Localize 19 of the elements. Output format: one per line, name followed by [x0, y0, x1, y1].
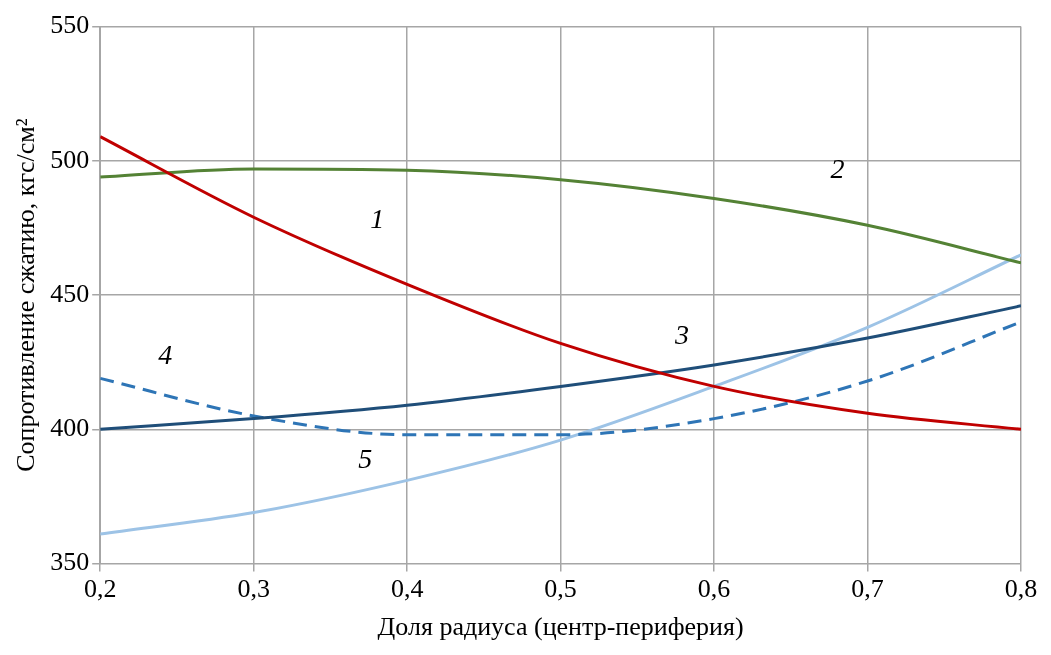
- x-tick-label: 0,5: [544, 574, 577, 604]
- x-axis-title: Доля радиуса (центр-периферия): [377, 612, 744, 642]
- series-label: 5: [358, 442, 373, 474]
- series-label: 4: [158, 338, 173, 370]
- y-tick-label: 400: [50, 413, 90, 443]
- series-label: 1: [370, 202, 385, 234]
- series-label: 2: [830, 152, 845, 184]
- series-label: 3: [674, 319, 690, 351]
- y-tick-label: 350: [50, 547, 90, 577]
- x-tick-label: 0,4: [390, 574, 424, 604]
- y-axis-title: Сопротивление сжатию, кгс/см²: [11, 118, 41, 472]
- y-tick-label: 550: [50, 10, 90, 40]
- y-tick-label: 500: [50, 144, 90, 174]
- x-tick-label: 0,3: [237, 574, 270, 604]
- x-tick-label: 0,2: [83, 574, 117, 604]
- x-tick-label: 0,6: [697, 574, 731, 604]
- y-tick-label: 450: [50, 278, 90, 308]
- x-tick-label: 0,8: [1004, 574, 1038, 604]
- x-tick-label: 0,7: [851, 574, 884, 604]
